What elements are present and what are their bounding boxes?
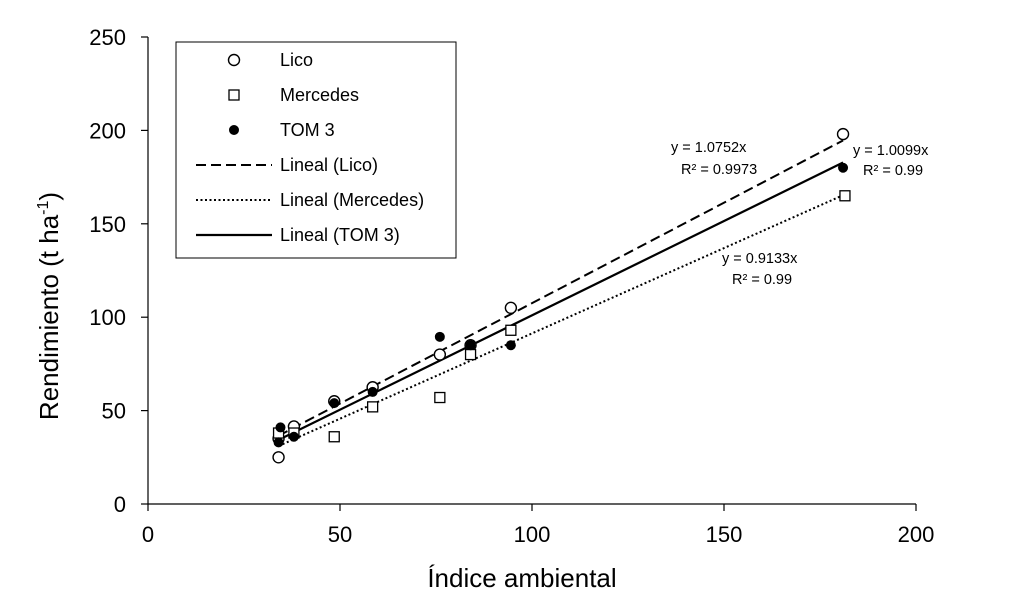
legend-label: Lico: [280, 50, 313, 70]
y-tick-label: 250: [89, 25, 126, 50]
equation-label: y = 1.0099x: [853, 143, 929, 159]
data-point: [367, 386, 378, 397]
legend-marker: [227, 53, 241, 67]
legend-label: Mercedes: [280, 85, 359, 105]
data-point: [505, 340, 516, 351]
legend: Lico Mercedes TOM 3 Lineal (Lico) Lineal (Me…: [175, 41, 457, 259]
r2-label: R² = 0.9973: [681, 162, 757, 178]
legend-label: Lineal (Mercedes): [280, 190, 424, 210]
x-tick-label: 50: [328, 522, 352, 547]
legend-marker: [228, 89, 240, 101]
y-tick-label: 150: [89, 212, 126, 237]
equation-label: y = 1.0752x: [671, 140, 747, 156]
r2-label: R² = 0.99: [863, 163, 923, 179]
data-point: [328, 431, 340, 443]
data-point: [836, 127, 850, 141]
legend-label: Lineal (TOM 3): [280, 225, 400, 245]
data-point: [838, 162, 849, 173]
data-point: [505, 324, 517, 336]
equation-label: y = 0.9133x: [722, 251, 798, 267]
data-point: [465, 340, 476, 351]
data-point: [464, 348, 477, 361]
data-point: [504, 301, 518, 315]
data-points: [272, 127, 851, 464]
x-tick-label: 0: [142, 522, 154, 547]
legend-label: TOM 3: [280, 120, 335, 140]
x-axis-title: Índice ambiental: [427, 563, 616, 593]
data-point: [288, 431, 299, 442]
y-axis-title-base: Rendimiento (t ha: [34, 214, 64, 420]
x-tick-label: 150: [706, 522, 743, 547]
data-point: [434, 391, 446, 404]
axes: 0 50 100 150 200 250 0 50 100 150 200: [89, 25, 934, 547]
y-tick-label: 200: [89, 118, 126, 143]
data-point: [433, 348, 447, 361]
data-point: [329, 398, 340, 409]
y-tick-label: 100: [89, 305, 126, 330]
y-tick-label: 0: [114, 492, 126, 517]
data-point: [273, 437, 284, 448]
trendline-equations: y = 1.0752x R² = 0.9973 y = 0.9133x R² = 0.…: [671, 140, 929, 288]
y-axis-title-close: ): [34, 192, 64, 201]
y-axis-title: Rendimiento (t ha-1): [34, 192, 64, 420]
data-point: [366, 401, 379, 413]
y-axis-title-superscript: -1: [35, 201, 52, 215]
r2-label: R² = 0.99: [732, 272, 792, 288]
data-point: [272, 451, 285, 464]
y-tick-label: 50: [102, 399, 126, 424]
x-tick-label: 200: [898, 522, 935, 547]
legend-label: Lineal (Lico): [280, 155, 378, 175]
x-tick-label: 100: [514, 522, 551, 547]
legend-marker: [229, 125, 239, 135]
data-point: [434, 331, 445, 342]
legend-box: [175, 41, 457, 259]
data-point: [275, 422, 286, 433]
data-point: [839, 190, 851, 202]
